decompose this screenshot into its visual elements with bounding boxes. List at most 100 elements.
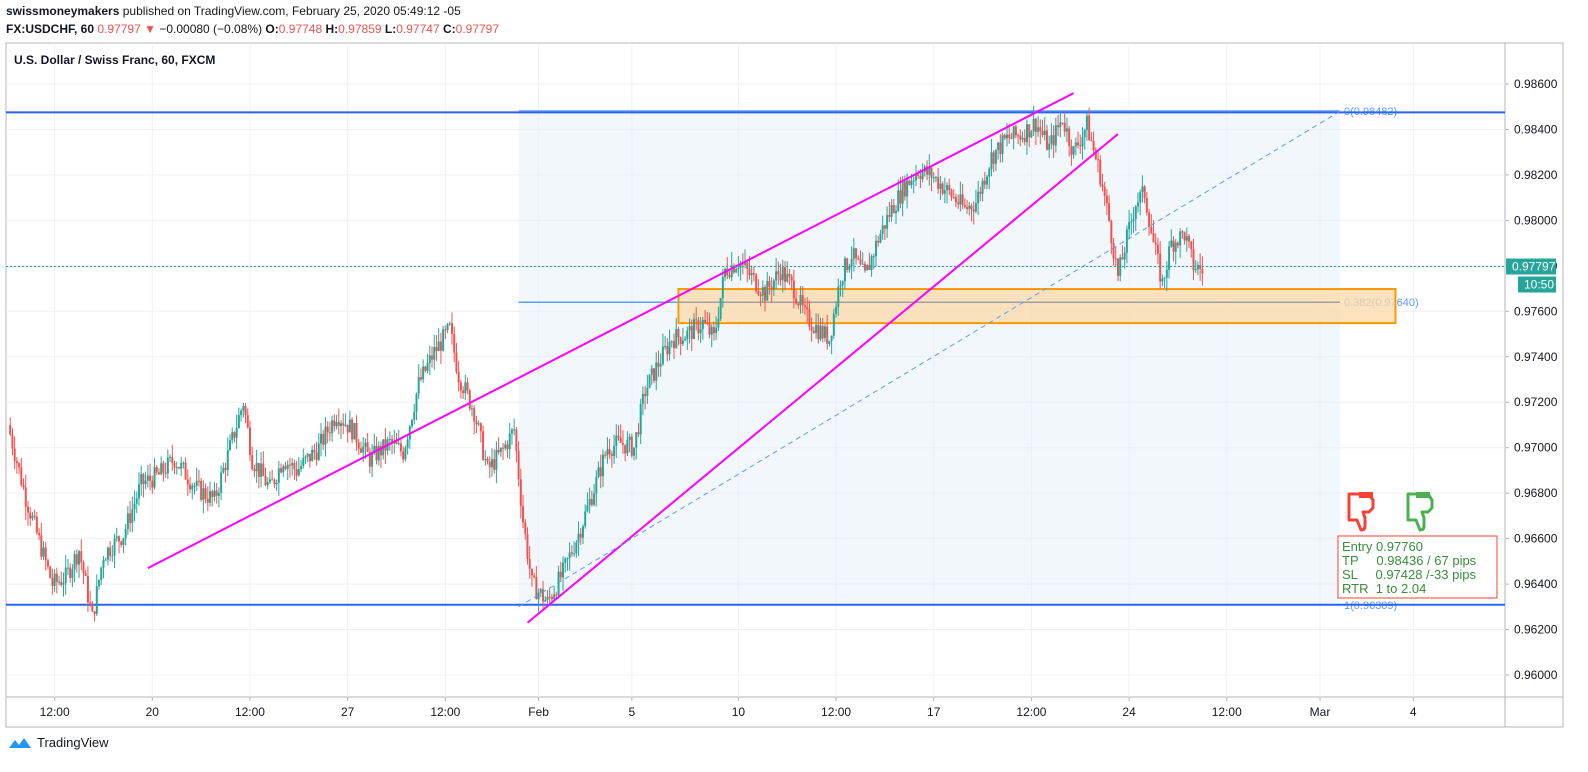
price-tick-label: 0.98400	[1514, 122, 1558, 136]
candle-body	[26, 506, 29, 513]
candle-body	[466, 382, 469, 391]
price-tick-label: 0.98000	[1514, 213, 1558, 227]
candle-body	[55, 573, 58, 582]
candle-body	[1156, 244, 1159, 254]
candle-body	[353, 423, 356, 440]
change-value: −0.00080 (−0.08%)	[159, 22, 263, 36]
candle-body	[542, 589, 545, 602]
candle-body	[939, 183, 942, 189]
candle-body	[872, 256, 875, 258]
candle-body	[648, 374, 651, 388]
entry-zone[interactable]	[677, 288, 1397, 325]
candle-body	[437, 341, 440, 352]
candle-body	[586, 505, 589, 512]
candle-body	[142, 474, 145, 485]
price-axis[interactable]: 0.986000.984000.982000.980000.978000.976…	[1505, 77, 1558, 682]
candle-body	[790, 276, 793, 281]
candle-body	[1021, 137, 1024, 140]
candle-body	[533, 575, 536, 577]
tradingview-brand[interactable]: TradingView	[8, 735, 109, 750]
author-name[interactable]: swissmoneymakers	[6, 4, 120, 18]
candle-body	[200, 480, 203, 500]
candle-body	[157, 472, 160, 475]
thumbs-up-icon	[1406, 492, 1434, 532]
chart-frame	[5, 42, 1564, 728]
candle-body	[706, 322, 709, 324]
candle-body	[1141, 186, 1144, 192]
candle-body	[291, 463, 294, 466]
candle-body	[1083, 129, 1086, 138]
fib-diagonal-line[interactable]	[518, 110, 1341, 608]
candle-body	[1025, 124, 1028, 143]
candle-body	[795, 298, 798, 304]
candle-body	[206, 498, 209, 503]
time-tick-label: 17	[927, 705, 941, 719]
horizontal-lines[interactable]	[6, 111, 1505, 606]
candle-body	[553, 594, 556, 600]
candle-body	[879, 233, 882, 243]
candle-body	[644, 393, 647, 396]
candle-body	[877, 240, 880, 243]
candle-body	[11, 434, 14, 449]
wedge-lower-line[interactable]	[526, 133, 1119, 624]
candle-body	[284, 466, 287, 469]
candle-body	[566, 558, 569, 560]
candle-body	[883, 225, 886, 229]
time-axis[interactable]: 12:00 20 12:00 27 12:00 Feb 5 10 12:00 17 12:00 24 1…	[40, 697, 1417, 719]
candle-body	[277, 468, 280, 483]
candle-body	[304, 456, 307, 458]
candle-body	[910, 180, 913, 185]
candle-body	[444, 329, 447, 331]
wedge-upper-line[interactable]	[147, 92, 1075, 570]
candle-body	[870, 256, 873, 270]
candle-body	[555, 594, 558, 596]
candle-body	[137, 484, 140, 499]
candle-body	[293, 463, 296, 470]
candle-body	[204, 488, 207, 499]
fib-retracement-box[interactable]: 0(0.98482)0.382(0.97640)1(0.96309)	[518, 106, 1419, 612]
candle-body	[446, 324, 449, 331]
candle-body	[351, 419, 354, 440]
candle-body	[748, 268, 751, 276]
candle-body	[419, 377, 422, 380]
candle-body	[828, 340, 831, 344]
candle-body	[268, 479, 271, 483]
candle-body	[735, 269, 738, 273]
candle-body	[1001, 135, 1004, 155]
candle-body	[49, 566, 52, 578]
candle-body	[129, 513, 132, 524]
candle-body	[111, 555, 114, 557]
candle-body	[974, 203, 977, 212]
candle-body	[570, 552, 573, 554]
candle-body	[970, 205, 973, 210]
candle-body	[573, 553, 576, 555]
candle-body	[684, 338, 687, 341]
candle-body	[979, 191, 982, 194]
candle-body	[1072, 146, 1075, 155]
candle-body	[1041, 131, 1044, 135]
candle-body	[66, 567, 69, 569]
candle-body	[262, 463, 265, 477]
candle-body	[617, 435, 620, 438]
candle-body	[1090, 140, 1093, 142]
candle-body	[300, 465, 303, 469]
candle-body	[118, 536, 120, 542]
candle-body	[1174, 242, 1177, 252]
trend-lines[interactable]	[147, 92, 1341, 624]
trade-info-box[interactable]: Entry 0.97760 TP 0.98436 / 67 pips SL 0.…	[1337, 535, 1498, 599]
entry-zone-rect[interactable]	[677, 288, 1397, 325]
candle-body	[1181, 231, 1184, 233]
candle-body	[388, 438, 391, 440]
candle-body	[717, 318, 720, 328]
candle-body	[914, 174, 917, 181]
candle-body	[954, 197, 957, 203]
candle-body	[306, 453, 309, 457]
candle-body	[528, 558, 531, 569]
candle-body	[1159, 253, 1162, 282]
candle-body	[266, 482, 269, 486]
candle-body	[231, 432, 234, 441]
candle-body	[619, 437, 622, 443]
candle-body	[71, 569, 74, 578]
candle-body	[255, 462, 258, 472]
